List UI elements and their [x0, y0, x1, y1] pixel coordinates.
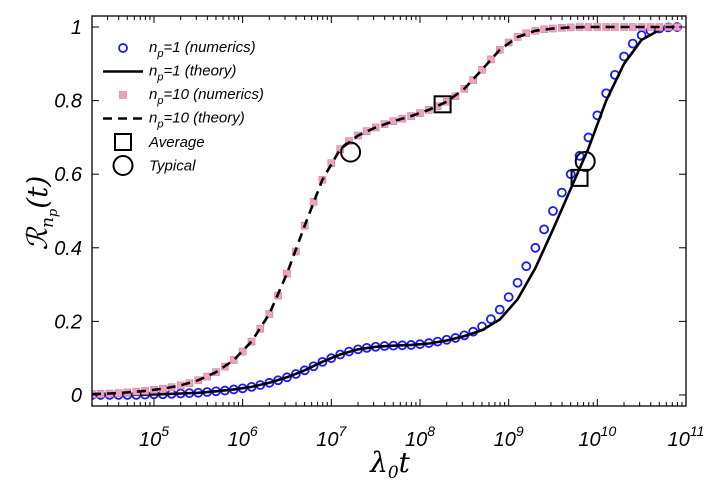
data-point: [309, 198, 318, 206]
data-point: [256, 324, 265, 333]
data-point: [317, 356, 328, 367]
data-point: [478, 65, 486, 74]
typical-marker: [340, 141, 362, 163]
data-point: [556, 187, 567, 198]
legend-swatch: [114, 133, 132, 151]
typical-marker: [574, 150, 596, 172]
x-tick-label: 106: [228, 423, 258, 451]
legend-label: Average: [148, 134, 205, 151]
legend-item-average: Average: [114, 133, 205, 151]
y-tick-label: 0.4: [54, 238, 82, 260]
data-point: [522, 29, 531, 38]
legend-swatch: [119, 91, 127, 99]
data-point: [539, 224, 549, 235]
x-axis-label: λ0t: [369, 446, 411, 483]
x-tick-label: 1011: [668, 423, 705, 451]
series-line: [92, 25, 678, 396]
data-point: [238, 347, 247, 356]
data-point: [308, 361, 319, 372]
y-tick-label: 1: [71, 17, 82, 39]
data-point: [521, 261, 532, 272]
legend-label: np=10 (theory): [149, 110, 245, 131]
legend-item-0: np=1 (numerics): [118, 39, 256, 60]
data-point: [548, 206, 558, 216]
y-tick-label: 0.8: [54, 91, 82, 113]
data-point: [530, 242, 541, 253]
x-tick-label: 109: [494, 423, 524, 451]
y-tick-label: 0: [71, 385, 82, 407]
series-3: [92, 25, 678, 396]
y-tick-label: 0.6: [54, 164, 83, 186]
legend-swatch: [118, 43, 128, 53]
legend-item-3: np=10 (theory): [103, 110, 245, 131]
legend-item-typical: Typical: [112, 155, 196, 176]
legend-item-2: np=10 (numerics): [119, 86, 264, 107]
legend: np=1 (numerics) np=1 (theory)np=10 (numer…: [103, 39, 264, 176]
legend-item-1: np=1 (theory): [103, 63, 236, 84]
data-point: [326, 353, 337, 364]
legend-label: np=1 (theory): [149, 63, 236, 84]
data-point: [494, 304, 505, 315]
data-point: [574, 150, 585, 161]
data-point: [503, 292, 514, 302]
legend-label: Typical: [149, 158, 196, 175]
data-point: [486, 314, 496, 325]
x-tick-label: 107: [316, 423, 347, 451]
plot-area: [92, 16, 686, 406]
data-point: [628, 23, 637, 31]
x-tick-label: 105: [139, 423, 169, 451]
y-tick-label: 0.2: [54, 311, 82, 333]
average-marker: [433, 95, 452, 114]
y-axis-label: ℛnp(t): [21, 176, 61, 251]
data-point: [299, 365, 310, 376]
legend-label: np=1 (numerics): [149, 39, 256, 60]
data-point: [283, 269, 291, 278]
legend-label: np=10 (numerics): [149, 86, 264, 107]
data-point: [627, 38, 638, 49]
data-point: [512, 277, 523, 288]
data-point: [247, 337, 256, 346]
data-point: [487, 55, 495, 64]
x-tick-label: 108: [405, 423, 435, 451]
data-point: [389, 117, 398, 126]
legend-swatch: [112, 155, 134, 176]
data-point: [469, 76, 477, 84]
data-point: [114, 389, 123, 397]
plot-frame: [91, 15, 687, 407]
x-tick-label: 1010: [578, 423, 616, 451]
data-point: [229, 356, 238, 364]
data-point: [265, 310, 274, 318]
